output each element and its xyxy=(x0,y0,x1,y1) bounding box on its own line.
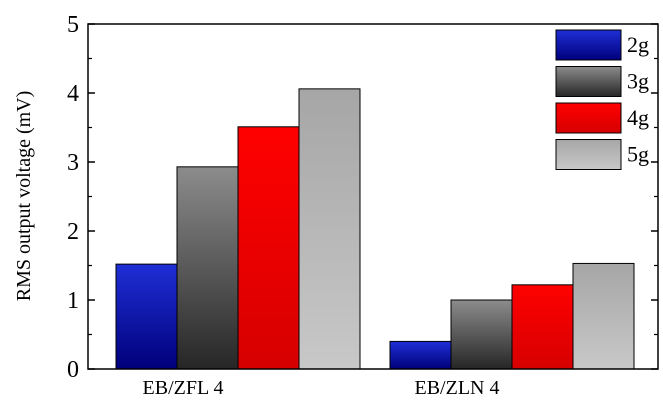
bar-2g-1 xyxy=(115,263,178,370)
legend-swatch-2g xyxy=(555,29,622,61)
y-tick-label: 2 xyxy=(67,219,79,245)
bar-5g-2 xyxy=(572,262,635,370)
y-axis: 0 1 2 3 4 5 xyxy=(67,12,658,383)
legend: 2g 3g 4g 5g xyxy=(555,29,649,170)
x-category-label: EB/ZFL 4 xyxy=(143,377,224,399)
legend-swatch-4g xyxy=(555,102,622,134)
legend-swatch-3g xyxy=(555,66,622,97)
bar-2g-2 xyxy=(389,340,452,370)
bars-layer xyxy=(115,88,635,370)
bar-3g-2 xyxy=(450,299,513,370)
legend-label-4g: 4g xyxy=(627,105,649,130)
y-tick-label: 3 xyxy=(67,150,79,176)
legend-swatch-5g xyxy=(555,139,622,170)
x-category-label: EB/ZLN 4 xyxy=(415,377,500,399)
y-tick-label: 4 xyxy=(67,81,79,107)
y-tick-label: 0 xyxy=(67,357,79,383)
bar-5g-1 xyxy=(298,88,361,370)
y-tick-label: 5 xyxy=(67,12,79,38)
bar-3g-1 xyxy=(176,166,239,370)
legend-label-2g: 2g xyxy=(627,32,649,57)
y-tick-label: 1 xyxy=(67,288,79,314)
x-axis: EB/ZFL 4 EB/ZLN 4 xyxy=(143,377,500,399)
bar-4g-1 xyxy=(237,126,300,370)
legend-label-3g: 3g xyxy=(627,69,649,94)
legend-label-5g: 5g xyxy=(627,142,649,167)
bar-4g-2 xyxy=(511,284,574,370)
y-axis-title: RMS output voltage (mV) xyxy=(13,91,35,302)
